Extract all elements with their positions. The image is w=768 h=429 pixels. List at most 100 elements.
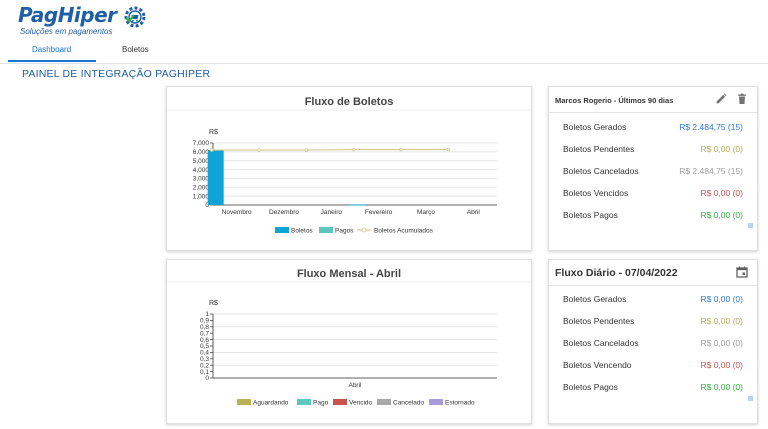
y-tick-label: 5,000 bbox=[193, 158, 210, 165]
stat-value: R$ 2.484,75 (15) bbox=[679, 166, 743, 176]
logo-brand: PagHiper bbox=[18, 3, 117, 27]
stat-row: Boletos Gerados R$ 0,00 (0) bbox=[563, 294, 743, 308]
y-axis-label: R$ bbox=[209, 129, 218, 136]
stat-value: R$ 0,00 (0) bbox=[700, 316, 743, 326]
legend-label: Pagos bbox=[335, 228, 354, 235]
line-point bbox=[399, 147, 403, 152]
resize-handle[interactable] bbox=[748, 223, 753, 228]
stat-label: Boletos Gerados bbox=[563, 122, 627, 132]
stat-row: Boletos Pendentes R$ 0,00 (0) bbox=[563, 316, 743, 330]
logo-tagline: Soluções em pagamentos bbox=[20, 27, 113, 36]
stat-row: Boletos Pagos R$ 0,00 (0) bbox=[563, 210, 743, 224]
y-tick-label: 7,000 bbox=[193, 140, 210, 147]
stat-label: Boletos Pendentes bbox=[563, 144, 635, 154]
tab-dashboard[interactable]: Dashboard bbox=[32, 45, 72, 54]
y-tick-label: 1,000 bbox=[193, 193, 210, 200]
stat-label: Boletos Cancelados bbox=[563, 166, 639, 176]
line-point bbox=[209, 148, 214, 152]
stat-label: Boletos Cancelados bbox=[563, 338, 639, 348]
stat-label: Boletos Vencidos bbox=[563, 188, 629, 198]
daily-flow-panel: Fluxo Diário - 07/04/2022 Boletos Gerado… bbox=[548, 259, 758, 424]
stat-value: R$ 0,00 (0) bbox=[700, 188, 743, 198]
x-tick-label: Novembro bbox=[222, 209, 252, 216]
x-tick-label: Março bbox=[417, 209, 435, 216]
line-point bbox=[351, 147, 356, 152]
paghiper-logo: PagHiper Soluções em pagamentos bbox=[18, 2, 146, 40]
legend-label: Estornado bbox=[445, 400, 475, 407]
stat-value: R$ 0,00 (0) bbox=[700, 294, 743, 304]
legend-swatch-boletos bbox=[275, 227, 289, 233]
line-point bbox=[304, 148, 309, 152]
tab-boletos[interactable]: Boletos bbox=[122, 45, 149, 54]
calendar-icon[interactable] bbox=[736, 266, 748, 278]
x-tick-label: Janeiro bbox=[321, 209, 343, 216]
bar-boletos bbox=[349, 204, 366, 206]
line-boletos-acumulados bbox=[211, 148, 449, 151]
stat-row: Boletos Gerados R$ 2.484,75 (15) bbox=[563, 122, 743, 136]
legend-swatch-estornado bbox=[429, 399, 443, 405]
x-tick-label: Dezembro bbox=[269, 209, 299, 216]
y-tick-label: 6,000 bbox=[193, 149, 210, 156]
y-tick-label: 0,1 bbox=[200, 369, 209, 376]
line-point bbox=[446, 147, 451, 152]
y-tick-label: 3,000 bbox=[193, 176, 210, 183]
legend-label: Vencido bbox=[349, 400, 373, 407]
legend-label: Aguardando bbox=[253, 400, 289, 407]
y-tick-label: 1 bbox=[205, 311, 209, 318]
main-tabs: Dashboard Boletos bbox=[0, 40, 768, 64]
panel-title: Fluxo Diário - 07/04/2022 bbox=[555, 267, 678, 279]
stat-row: Boletos Pagos R$ 0,00 (0) bbox=[563, 382, 743, 396]
stat-row: Boletos Cancelados R$ 0,00 (0) bbox=[563, 338, 743, 352]
x-tick-label: Fevereiro bbox=[365, 209, 393, 216]
active-tab-indicator bbox=[8, 60, 96, 62]
panel-title: Marcos Rogerio - Últimos 90 dias bbox=[555, 96, 674, 105]
stat-row: Boletos Pendentes R$ 0,00 (0) bbox=[563, 144, 743, 158]
stat-row: Boletos Cancelados R$ 2.484,75 (15) bbox=[563, 166, 743, 180]
y-tick-label: 0,2 bbox=[200, 362, 209, 369]
y-tick-label: 0,5 bbox=[200, 343, 209, 350]
x-tick-label: Abril bbox=[467, 209, 481, 216]
y-tick-label: 4,000 bbox=[193, 167, 210, 174]
legend-label: Boletos Acumulados bbox=[374, 228, 434, 235]
stat-label: Boletos Pagos bbox=[563, 210, 618, 220]
chart-title: Fluxo Mensal - Abril bbox=[296, 268, 402, 280]
legend-swatch-pago bbox=[297, 399, 311, 405]
resize-handle[interactable] bbox=[748, 396, 753, 401]
summary-panel: Marcos Rogerio - Últimos 90 dias Boletos… bbox=[548, 86, 758, 251]
y-tick-label: 0,9 bbox=[200, 318, 209, 325]
y-axis-label: R$ bbox=[209, 300, 218, 307]
x-tick-label: Abril bbox=[348, 382, 362, 389]
legend-label: Pago bbox=[313, 400, 329, 407]
y-tick-label: 0 bbox=[205, 202, 209, 209]
stat-value: R$ 0,00 (0) bbox=[700, 210, 743, 220]
stat-value: R$ 0,00 (0) bbox=[700, 144, 743, 154]
stat-value: R$ 0,00 (0) bbox=[700, 338, 743, 348]
stat-value: R$ 2.484,75 (15) bbox=[679, 122, 743, 132]
y-tick-label: 0 bbox=[205, 375, 209, 382]
y-tick-label: 0,7 bbox=[200, 330, 209, 337]
stat-label: Boletos Pagos bbox=[563, 382, 618, 392]
chart-fluxo-mensal-svg: R$ 0 0,2 0,4 0,6 0,8 1 0,1 0,3 0,5 0,7 0,9 Abril Agua… bbox=[167, 281, 533, 407]
y-tick-label: 0,3 bbox=[200, 356, 209, 363]
legend-swatch-pagos bbox=[319, 227, 333, 233]
pencil-icon[interactable] bbox=[715, 93, 727, 105]
chart-fluxo-boletos: Fluxo de Boletos R$ 0 1,000 2,000 3,000 4,000… bbox=[166, 86, 533, 251]
legend-label: Boletos bbox=[291, 228, 313, 235]
stat-label: Boletos Gerados bbox=[563, 294, 627, 304]
bar-boletos bbox=[207, 150, 224, 205]
y-tick-label: 2,000 bbox=[193, 184, 210, 191]
panel-header: Fluxo Diário - 07/04/2022 bbox=[549, 260, 757, 286]
legend-swatch-cancelado bbox=[377, 399, 391, 405]
stat-value: R$ 0,00 (0) bbox=[700, 382, 743, 392]
panel-header: Marcos Rogerio - Últimos 90 dias bbox=[549, 87, 757, 113]
trash-icon[interactable] bbox=[736, 93, 748, 105]
stat-row: Boletos Vencidos R$ 0,00 (0) bbox=[563, 188, 743, 202]
stat-label: Boletos Vencendo bbox=[563, 360, 632, 370]
y-tick-label: 0,6 bbox=[200, 337, 209, 344]
line-point bbox=[257, 148, 261, 152]
page-title: PAINEL DE INTEGRAÇÃO PAGHIPER bbox=[22, 68, 211, 80]
y-tick-label: 0,8 bbox=[200, 324, 209, 331]
chart-fluxo-mensal: Fluxo Mensal - Abril R$ 0 0,2 0,4 0,6 0,8 1 0,1… bbox=[166, 259, 533, 424]
legend-swatch-vencido bbox=[333, 399, 347, 405]
chart-title: Fluxo de Boletos bbox=[304, 96, 394, 108]
